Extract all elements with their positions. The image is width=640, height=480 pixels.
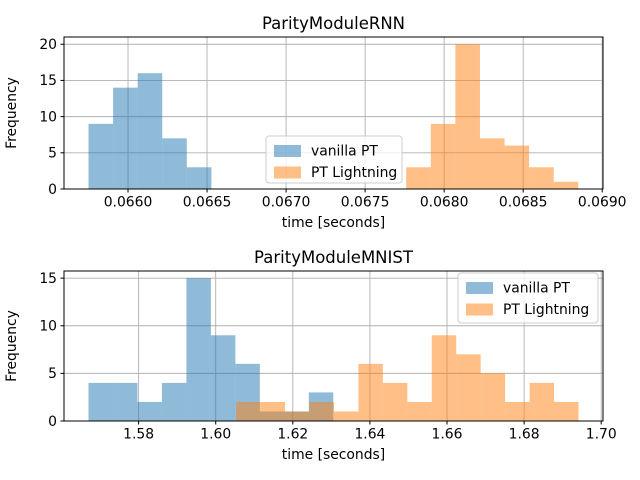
chart-title: ParityModuleRNN <box>262 14 405 33</box>
x-tick-label: 0.0690 <box>578 195 627 211</box>
y-axis-label: Frequency <box>4 77 20 149</box>
y-tick-label: 10 <box>39 319 57 335</box>
chart-parity-module-rnn: 0.0660 0.0665 0.0670 0.0675 0.0680 0.0685 0.06… <box>4 14 627 231</box>
y-tick-label: 5 <box>48 146 57 162</box>
pt-lightning-histogram-bar <box>554 401 579 421</box>
pt-lightning-histogram-bar <box>382 382 408 421</box>
x-tick-label: 1.60 <box>200 427 231 443</box>
vanilla-pt-histogram-bar <box>186 278 211 421</box>
x-tick-label: 0.0670 <box>262 195 311 211</box>
y-tick-label: 15 <box>39 73 57 89</box>
pt-lightning-histogram-bar <box>407 401 432 421</box>
legend-swatch-pt-lightning <box>274 166 301 179</box>
x-axis-label: time [seconds] <box>282 447 385 463</box>
pt-lightning-histogram-bar <box>504 145 530 189</box>
x-tick-label: 0.0675 <box>341 195 390 211</box>
vanilla-pt-histogram-bar <box>88 123 114 189</box>
x-tick-label: 1.70 <box>586 427 617 443</box>
vanilla-pt-histogram-bar <box>112 382 138 421</box>
y-tick-label: 0 <box>48 182 57 198</box>
legend-label-pt-lightning: PT Lightning <box>503 302 589 318</box>
pt-lightning-histogram-bar <box>505 401 530 421</box>
vanilla-pt-histogram-bar <box>113 87 138 189</box>
axes-spines <box>63 36 604 190</box>
pt-lightning-histogram-bar <box>260 401 286 421</box>
pt-lightning-histogram-bar <box>236 401 261 421</box>
y-axis-label: Frequency <box>4 310 20 382</box>
pt-lightning-histogram-bar <box>529 382 555 421</box>
chart-title: ParityModuleMNIST <box>254 248 414 267</box>
x-tick-label: 0.0685 <box>499 195 548 211</box>
pt-lightning-histogram-bar <box>456 354 481 421</box>
vanilla-pt-histogram-bar <box>137 73 163 189</box>
x-tick-label: 0.0665 <box>183 195 232 211</box>
x-axis-label: time [seconds] <box>282 215 385 231</box>
y-tick-label: 10 <box>39 109 57 125</box>
vanilla-pt-histogram-bar <box>137 401 162 421</box>
pt-lightning-histogram-bar <box>431 335 457 421</box>
vanilla-pt-histogram-bar <box>161 382 187 421</box>
x-tick-label: 1.64 <box>354 427 385 443</box>
y-tick-label: 20 <box>39 37 57 53</box>
pt-lightning-histogram-bar <box>358 363 383 421</box>
legend-label-pt-lightning: PT Lightning <box>311 165 397 181</box>
y-tick-label: 15 <box>39 271 57 287</box>
legend-label-vanilla-pt: vanilla PT <box>503 281 570 297</box>
vanilla-pt-histogram-bar <box>162 138 187 189</box>
vanilla-pt-histogram-bar <box>210 335 236 421</box>
pt-lightning-histogram-bar <box>480 373 506 421</box>
pt-lightning-histogram-bar <box>406 167 431 189</box>
pt-lightning-histogram-bar <box>333 411 359 421</box>
chart-parity-module-mnist: 1.58 1.60 1.62 1.64 1.66 1.68 1.70 0 5 10 15 Parity… <box>4 248 617 463</box>
y-tick-label: 0 <box>48 414 57 430</box>
x-tick-label: 1.58 <box>123 427 154 443</box>
pt-lightning-histogram-bar <box>455 44 480 189</box>
x-tick-label: 0.0660 <box>104 195 153 211</box>
legend-swatch-vanilla-pt <box>274 145 301 157</box>
axes-spines <box>63 270 604 422</box>
pt-lightning-histogram-bar <box>529 167 554 189</box>
vanilla-pt-histogram-bar <box>88 382 113 421</box>
pt-lightning-histogram-bar <box>309 401 334 421</box>
pt-lightning-histogram-bar <box>285 411 310 421</box>
legend-swatch-vanilla-pt <box>466 282 493 294</box>
pt-lightning-histogram-bar <box>479 138 505 189</box>
legend-swatch-pt-lightning <box>466 303 493 316</box>
x-tick-label: 0.0680 <box>420 195 469 211</box>
pt-lightning-histogram-bar <box>430 123 456 189</box>
legend-label-vanilla-pt: vanilla PT <box>311 144 378 160</box>
x-tick-label: 1.66 <box>432 427 463 443</box>
vanilla-pt-histogram-bar <box>186 167 212 189</box>
x-tick-label: 1.68 <box>509 427 540 443</box>
pt-lightning-histogram-bar <box>553 181 579 189</box>
x-tick-label: 1.62 <box>277 427 308 443</box>
y-tick-label: 5 <box>48 366 57 382</box>
